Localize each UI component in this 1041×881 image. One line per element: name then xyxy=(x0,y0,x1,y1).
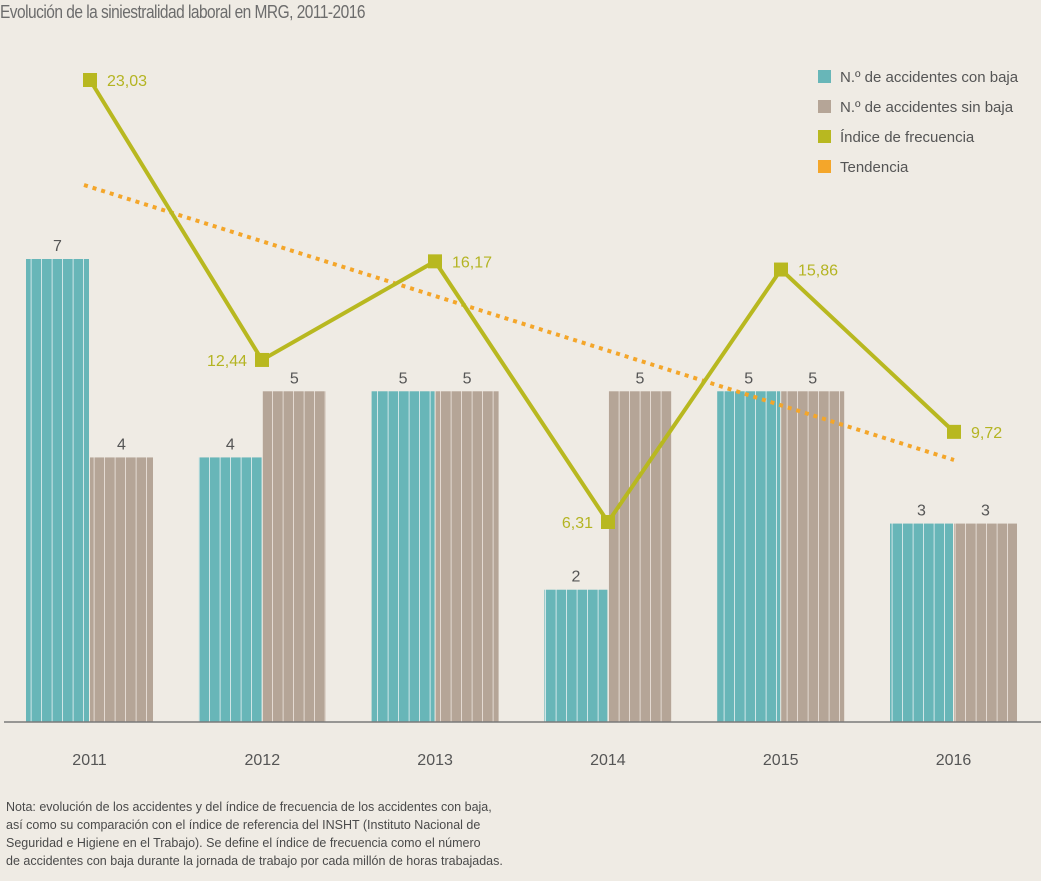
index-value-label: 6,31 xyxy=(562,515,593,532)
x-tick-label: 2013 xyxy=(417,752,453,769)
bar-sin-baja xyxy=(262,391,326,722)
bar-sin-baja xyxy=(90,457,153,722)
bar-sin-baja xyxy=(781,391,845,722)
chart-area: 7 4 4 5 5 5 2 5 5 5 3 3 2011 2012 2013 2014 2015 2016 23… xyxy=(4,69,1041,769)
bar-label-sin-baja: 5 xyxy=(635,370,644,387)
index-value-label: 12,44 xyxy=(207,353,247,370)
bar-label-sin-baja: 5 xyxy=(808,370,817,387)
legend-label: N.º de accidentes con baja xyxy=(840,69,1019,86)
x-tick-label: 2012 xyxy=(245,752,281,769)
bar-label-sin-baja: 5 xyxy=(290,370,299,387)
index-value-label: 9,72 xyxy=(971,425,1002,442)
x-tick-label: 2011 xyxy=(72,752,107,769)
x-tick-label: 2015 xyxy=(763,752,799,769)
footnote-line: Nota: evolución de los accidentes y del … xyxy=(6,800,492,814)
bar-label-sin-baja: 4 xyxy=(117,436,126,453)
index-marker xyxy=(947,424,961,439)
x-tick-label: 2014 xyxy=(590,752,626,769)
index-value-label: 15,86 xyxy=(798,263,838,280)
index-value-label: 16,17 xyxy=(452,254,492,271)
legend-swatch xyxy=(818,100,831,113)
legend-swatch xyxy=(818,130,831,143)
footnote-line: de accidentes con baja durante la jornad… xyxy=(6,854,503,868)
bar-sin-baja xyxy=(954,523,1017,722)
bar-label-con-baja: 7 xyxy=(53,238,62,255)
legend-label: Índice de frecuencia xyxy=(840,129,975,146)
bar-label-sin-baja: 5 xyxy=(463,370,472,387)
bar-con-baja xyxy=(717,391,781,722)
bar-con-baja xyxy=(371,391,435,722)
footnote-line: así como su comparación con el índice de… xyxy=(6,818,481,832)
trend-line xyxy=(83,183,955,462)
legend-swatch xyxy=(818,160,831,173)
footnote-line: Seguridad e Higiene en el Trabajo). Se d… xyxy=(6,836,481,850)
index-frequency-line xyxy=(88,78,956,526)
index-marker xyxy=(83,73,97,87)
bar-label-con-baja: 3 xyxy=(917,503,926,520)
index-marker xyxy=(428,254,442,269)
bar-sin-baja xyxy=(435,391,499,722)
legend-label: N.º de accidentes sin baja xyxy=(840,99,1014,116)
index-marker xyxy=(255,352,269,367)
legend-label: Tendencia xyxy=(840,159,909,176)
index-marker xyxy=(601,515,615,529)
bar-label-con-baja: 2 xyxy=(571,569,580,586)
x-tick-label: 2016 xyxy=(936,752,972,769)
chart-title: Evolución de la siniestralidad laboral e… xyxy=(0,2,365,22)
bar-label-con-baja: 5 xyxy=(744,370,753,387)
bar-con-baja xyxy=(544,589,608,722)
bar-con-baja xyxy=(26,259,89,722)
bar-label-sin-baja: 3 xyxy=(981,503,990,520)
footnote: Nota: evolución de los accidentes y del … xyxy=(6,798,566,870)
bar-con-baja xyxy=(198,457,262,722)
index-marker xyxy=(774,262,788,277)
legend-swatch xyxy=(818,70,831,83)
index-value-label: 23,03 xyxy=(107,73,147,90)
bar-con-baja xyxy=(890,523,953,722)
bar-label-con-baja: 4 xyxy=(226,436,235,453)
bar-label-con-baja: 5 xyxy=(399,370,408,387)
